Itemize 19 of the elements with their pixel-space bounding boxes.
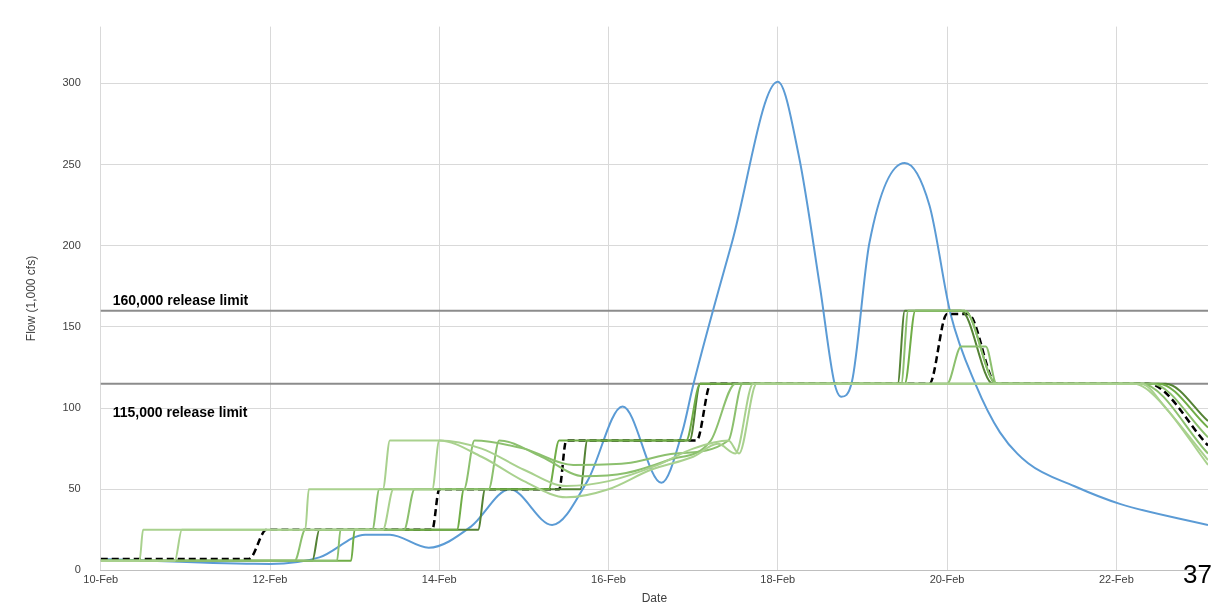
y-tick-label: 300 xyxy=(62,76,81,89)
y-tick-label: 250 xyxy=(62,157,81,170)
x-tick-label: 10-Feb xyxy=(83,573,119,586)
x-tick-label: 14-Feb xyxy=(421,573,457,586)
annotation: 37 xyxy=(1183,559,1212,590)
y-tick-label: 150 xyxy=(62,319,81,332)
y-tick-label: 200 xyxy=(62,238,81,251)
x-tick-label: 16-Feb xyxy=(591,573,626,586)
ref-line-label: 160,000 release limit xyxy=(112,291,249,308)
x-tick-label: 22-Feb xyxy=(1098,573,1134,586)
x-tick-label: 20-Feb xyxy=(929,573,965,586)
x-tick-label: 18-Feb xyxy=(760,573,796,586)
x-axis-title: Date xyxy=(641,591,668,606)
y-tick-label: 0 xyxy=(74,563,81,576)
ref-line-label: 115,000 release limit xyxy=(112,403,248,420)
y-tick-label: 50 xyxy=(68,482,81,495)
y-axis-title: Flow (1,000 cfs) xyxy=(23,255,38,342)
y-tick-label: 100 xyxy=(62,401,81,414)
x-tick-label: 12-Feb xyxy=(252,573,288,586)
